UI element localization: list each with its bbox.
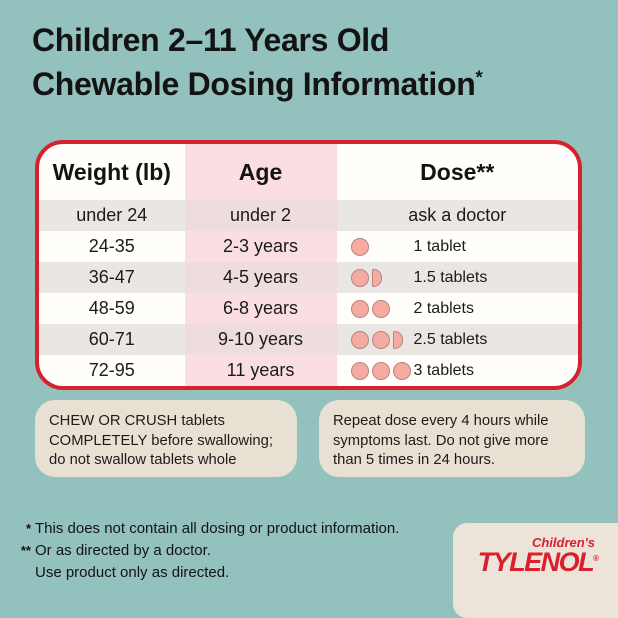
- footnote-text: This does not contain all dosing or prod…: [35, 520, 400, 537]
- dosing-table-card: Weight (lb) Age Dose** under 24 under 2 …: [35, 140, 582, 390]
- weight-cell: 24-35: [88, 236, 135, 256]
- tablet-icons: [350, 330, 414, 349]
- column-header-dose: Dose**: [420, 158, 495, 185]
- table-row: under 24 under 2 ask a doctor: [39, 200, 578, 231]
- footnote-text: Use product only as directed.: [35, 563, 230, 581]
- dose-cell: 2 tablets: [337, 293, 578, 324]
- tablet-icons: [350, 268, 414, 287]
- title-line-2: Chewable Dosing Information*: [32, 62, 483, 106]
- dose-label: 1 tablet: [413, 237, 466, 255]
- footnotes: * This does not contain all dosing or pr…: [13, 518, 400, 584]
- title-line-2-text: Chewable Dosing Information: [32, 66, 476, 103]
- table-row: 60-71 9-10 years 2.5 tablets: [39, 324, 578, 355]
- footnote-marker: *: [25, 521, 31, 536]
- age-cell: under 2: [184, 200, 337, 231]
- age-cell: 4-5 years: [184, 262, 337, 293]
- whole-tablet-icon: [350, 330, 369, 349]
- age-cell: 6-8 years: [222, 298, 299, 318]
- dosing-table: Weight (lb) Age Dose** under 24 under 2 …: [39, 144, 578, 386]
- weight-cell: under 24: [39, 200, 185, 231]
- whole-tablet-icon: [350, 268, 369, 287]
- half-tablet-icon: [371, 268, 382, 287]
- page-title: Children 2–11 Years Old Chewable Dosing …: [32, 18, 483, 106]
- logo-tylenol-wordmark: TYLENOL: [477, 547, 595, 577]
- dose-label: 2 tablets: [413, 299, 474, 317]
- whole-tablet-icon: [392, 361, 411, 380]
- table-row: 72-95 11 years 3 tablets: [39, 355, 578, 386]
- weight-cell: 48-59: [88, 298, 135, 318]
- footnote-marker: **: [20, 542, 31, 558]
- logo-tylenol-text: TYLENOL®: [453, 549, 599, 576]
- childrens-tylenol-logo: Children's TYLENOL®: [453, 523, 618, 618]
- column-header-weight: Weight (lb): [52, 158, 171, 185]
- table-row: 24-35 2-3 years 1 tablet: [39, 231, 578, 262]
- logo-childrens-text: Children's: [531, 535, 595, 550]
- dose-cell: 1 tablet: [337, 231, 578, 262]
- whole-tablet-icon: [350, 361, 369, 380]
- dose-cell: 2.5 tablets: [336, 324, 578, 355]
- footnote-text: Or as directed by a doctor.: [35, 541, 211, 559]
- table-row: 36-47 4-5 years 1.5 tablets: [39, 262, 578, 293]
- column-header-age: Age: [238, 158, 283, 185]
- age-cell: 11 years: [226, 360, 295, 380]
- weight-cell: 60-71: [39, 324, 185, 355]
- registered-trademark-icon: ®: [593, 554, 599, 563]
- title-footnote-marker: *: [475, 66, 483, 88]
- dose-cell: ask a doctor: [336, 200, 578, 231]
- table-row: 48-59 6-8 years 2 tablets: [39, 293, 578, 324]
- note-chew-instructions: CHEW OR CRUSH tablets COMPLETELY before …: [35, 400, 297, 477]
- age-cell: 9-10 years: [184, 324, 337, 355]
- whole-tablet-icon: [350, 299, 369, 318]
- tablet-icons: [350, 299, 414, 318]
- whole-tablet-icon: [371, 361, 390, 380]
- tablet-icons: [350, 361, 414, 380]
- footnote-marker: [13, 562, 31, 584]
- note-repeat-dose: Repeat dose every 4 hours while symptoms…: [319, 400, 585, 477]
- dose-label: 1.5 tablets: [413, 268, 488, 286]
- dose-label: 3 tablets: [413, 361, 474, 379]
- age-cell: 2-3 years: [222, 236, 299, 256]
- dose-cell: 1.5 tablets: [336, 262, 578, 293]
- tablet-icons: [350, 237, 414, 256]
- whole-tablet-icon: [371, 330, 390, 349]
- whole-tablet-icon: [371, 299, 390, 318]
- whole-tablet-icon: [350, 237, 369, 256]
- half-tablet-icon: [392, 330, 403, 349]
- weight-cell: 72-95: [88, 360, 135, 380]
- weight-cell: 36-47: [39, 262, 185, 293]
- table-header-row: Weight (lb) Age Dose**: [39, 144, 578, 200]
- dose-label: 2.5 tablets: [413, 330, 488, 348]
- title-line-1: Children 2–11 Years Old: [32, 22, 390, 58]
- dose-cell: 3 tablets: [337, 355, 578, 386]
